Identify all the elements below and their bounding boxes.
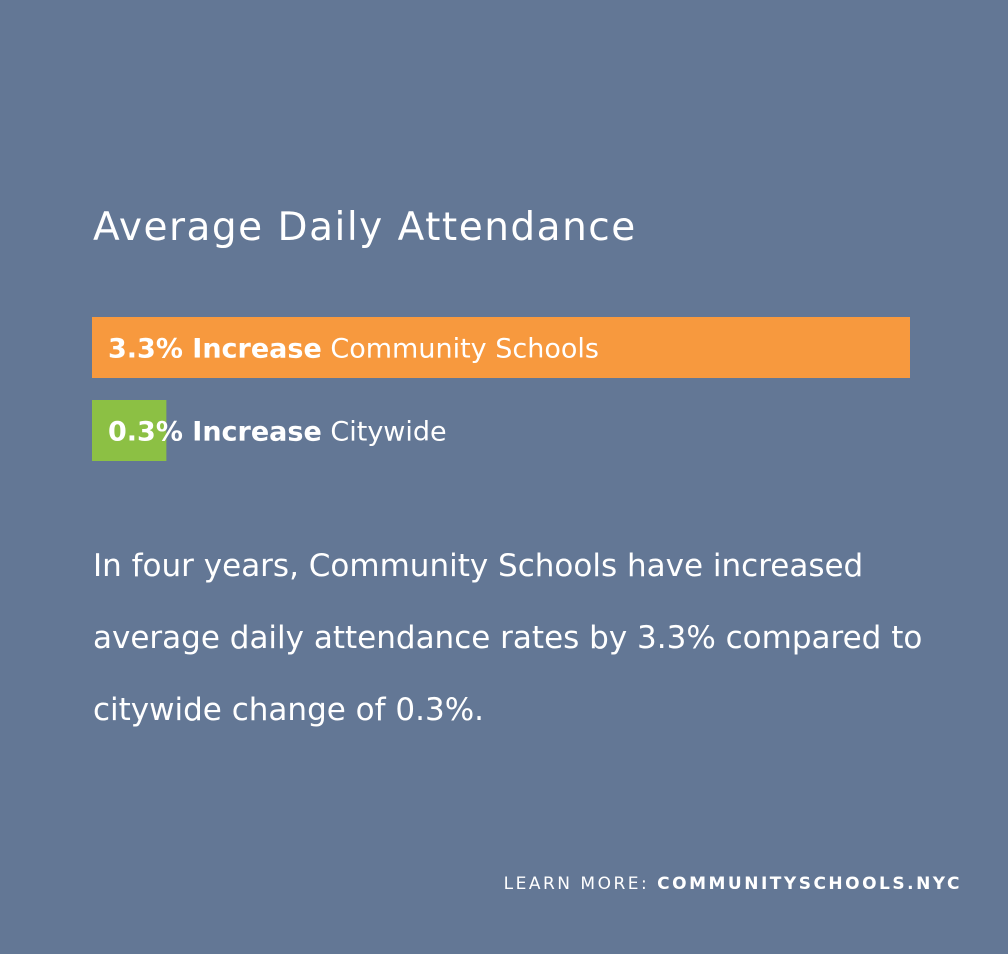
learn-more-label: LEARN MORE: <box>503 874 658 894</box>
bar-community-schools <box>92 317 910 378</box>
bar-category-label: Community Schools <box>322 334 599 365</box>
chart-title: Average Daily Attendance <box>93 205 637 250</box>
bar-value-label: 0.3% Increase <box>108 417 322 448</box>
summary-text: In four years, Community Schools have in… <box>93 548 923 728</box>
learn-more-link[interactable]: COMMUNITYSCHOOLS.NYC <box>657 874 962 894</box>
learn-more-footer: LEARN MORE: COMMUNITYSCHOOLS.NYC <box>504 874 962 894</box>
bar-label-citywide: 0.3% Increase Citywide <box>108 417 447 448</box>
bar-value-label: 3.3% Increase <box>108 334 322 365</box>
bar-category-label: Citywide <box>322 417 447 448</box>
bar-citywide <box>92 400 167 461</box>
bar-label-community-schools: 3.3% Increase Community Schools <box>108 334 599 365</box>
